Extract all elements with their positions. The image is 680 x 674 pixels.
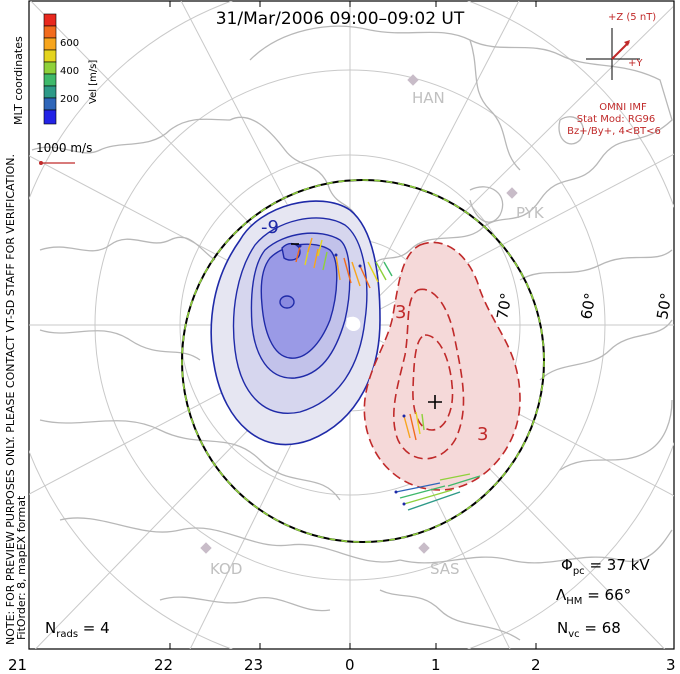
colorbar-swatch — [43, 97, 57, 111]
mlt-tick-21: 21 — [8, 656, 27, 674]
mlt-tick-2: 2 — [531, 656, 541, 674]
colorbar-swatch — [43, 49, 57, 63]
station-label-han: HAN — [412, 89, 445, 107]
velocity-colorbar — [43, 13, 57, 125]
positive-contour-label-top: 3 — [395, 302, 406, 323]
mlt-tick-0: 0 — [345, 656, 355, 674]
colorbar-tick-400: 400 — [60, 66, 79, 77]
side-note-preview: NOTE: FOR PREVIEW PURPOSES ONLY. PLEASE … — [4, 154, 17, 645]
colorbar-label: Vel [m/s] — [88, 60, 99, 104]
imf-condition: Bz+/By+, 4<BT<6 — [567, 126, 661, 137]
colorbar-swatch — [43, 61, 57, 75]
positive-contour-label-bottom: 3 — [477, 424, 488, 445]
scale-vector-label: 1000 m/s — [36, 141, 92, 155]
vector-origins — [298, 244, 406, 506]
coastlines — [31, 25, 673, 641]
stat-radar-count: Nrads = 4 — [45, 619, 110, 640]
colorbar-swatch — [43, 37, 57, 51]
mlt-axis-ticks — [28, 1, 675, 649]
colorbar-swatch — [43, 13, 57, 27]
mlt-tick-3: 3 — [666, 656, 676, 674]
imf-dial — [586, 28, 640, 80]
side-note-fitorder: FitOrder: 8, mapEX format — [15, 495, 28, 640]
negative-contour-label: -9 — [261, 217, 279, 238]
mlt-tick-23: 23 — [244, 656, 263, 674]
colorbar-swatch — [43, 85, 57, 99]
stat-cross-polar-potential: Φpc = 37 kV — [561, 556, 650, 577]
imf-z-label: +Z (5 nT) — [608, 12, 656, 23]
stat-vector-count: Nvc = 68 — [557, 619, 621, 640]
colorbar-tick-600: 600 — [60, 38, 79, 49]
imf-source: OMNI IMF — [599, 102, 647, 113]
map-title: 31/Mar/2006 09:00–09:02 UT — [216, 9, 465, 29]
latitude-label-50: 50° — [653, 291, 675, 320]
station-label-sas: SAS — [430, 560, 460, 578]
mlt-tick-22: 22 — [154, 656, 173, 674]
colorbar-swatch — [43, 73, 57, 87]
colorbar-swatch — [43, 109, 57, 125]
colorbar-swatch — [43, 25, 57, 39]
station-markers — [200, 74, 518, 554]
mlt-tick-1: 1 — [431, 656, 441, 674]
imf-y-label: +Y — [628, 58, 643, 69]
latitude-label-60: 60° — [577, 291, 599, 320]
latitude-label-70: 70° — [493, 291, 515, 320]
heppner-maynard-boundary-vectors — [181, 179, 545, 543]
velocity-vectors — [295, 237, 481, 511]
scale-vector — [39, 161, 75, 165]
side-note-mlt: MLT coordinates — [12, 36, 25, 125]
station-label-kod: KOD — [210, 560, 242, 578]
imf-stat-mod: Stat Mod: RG96 — [577, 114, 656, 125]
colorbar-tick-200: 200 — [60, 94, 79, 105]
station-label-pyk: PYK — [516, 204, 545, 222]
stat-hm-boundary: ΛHM = 66° — [556, 586, 631, 607]
dawn-convection-cell: 3 3 — [363, 241, 521, 491]
